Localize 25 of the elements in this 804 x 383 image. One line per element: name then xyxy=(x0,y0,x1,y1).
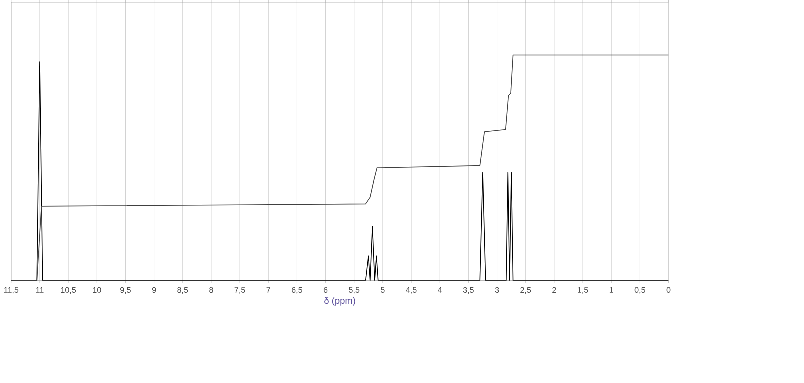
x-tick-label: 5,5 xyxy=(349,288,360,294)
x-tick-label: 11 xyxy=(36,288,44,294)
x-tick-label: 6 xyxy=(324,288,328,294)
x-tick-label: 10,5 xyxy=(61,288,76,294)
x-tick-label: 2,5 xyxy=(520,288,532,294)
x-tick-label: 11,5 xyxy=(4,288,19,294)
x-tick-label: 3 xyxy=(495,288,500,294)
x-tick-label: 8,5 xyxy=(178,288,188,294)
x-tick-label: 4 xyxy=(438,288,442,294)
x-tick-label: 3,5 xyxy=(463,288,474,294)
x-tick-label: 2 xyxy=(552,288,556,294)
x-tick-label: 0,5 xyxy=(634,288,646,294)
x-tick-label: 0 xyxy=(666,288,671,294)
x-tick-label: 6,5 xyxy=(292,288,302,294)
x-tick-label: 8 xyxy=(210,288,214,294)
x-tick-label: 1,5 xyxy=(578,288,588,294)
x-tick-label: 5 xyxy=(381,288,385,294)
x-tick-label: 9,5 xyxy=(120,288,131,294)
x-tick-label: 7 xyxy=(266,288,270,294)
x-tick-label: 7,5 xyxy=(234,288,246,294)
x-tick-label: 1 xyxy=(610,288,614,294)
x-tick-label: 4,5 xyxy=(406,288,417,294)
x-axis-title: δ (ppm) xyxy=(324,298,356,306)
x-tick-label: 10 xyxy=(93,288,102,294)
x-tick-label: 9 xyxy=(152,288,156,294)
